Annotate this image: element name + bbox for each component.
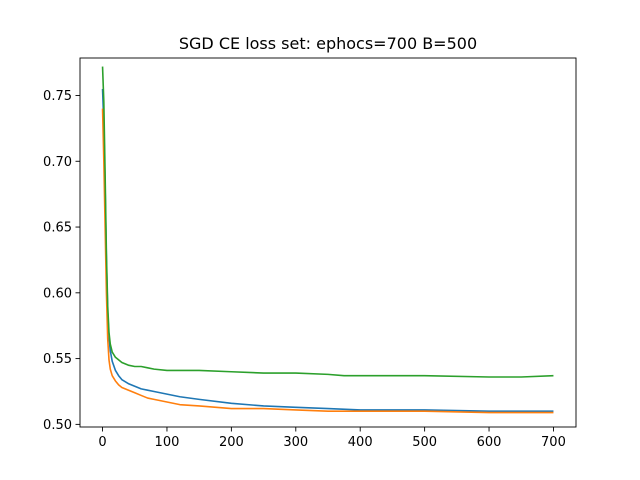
y-tick-label: 0.55	[43, 352, 72, 367]
x-tick-label: 200	[219, 435, 244, 450]
y-tick-label: 0.50	[43, 418, 72, 433]
x-tick-label: 500	[412, 435, 437, 450]
y-tick-label: 0.60	[43, 286, 72, 301]
x-tick-label: 0	[98, 435, 106, 450]
axes-frame	[79, 57, 577, 428]
x-tick-label: 700	[541, 435, 566, 450]
x-tick-label: 400	[348, 435, 373, 450]
chart-title: SGD CE loss set: ephocs=700 B=500	[179, 34, 477, 53]
series-layer	[101, 66, 554, 414]
x-tick-label: 600	[477, 435, 502, 450]
x-tick-label: 100	[155, 435, 180, 450]
axes-layer: 0 100 200 300 400 500 600 700 0.50 0.55 0.60 0.65 0.…	[43, 57, 577, 450]
series-line-2	[101, 108, 554, 414]
y-tick-label: 0.75	[43, 89, 72, 104]
y-tick-label: 0.65	[43, 221, 72, 236]
series-line-3	[101, 66, 554, 378]
x-tick-label: 300	[283, 435, 308, 450]
y-tick-label: 0.70	[43, 155, 72, 170]
